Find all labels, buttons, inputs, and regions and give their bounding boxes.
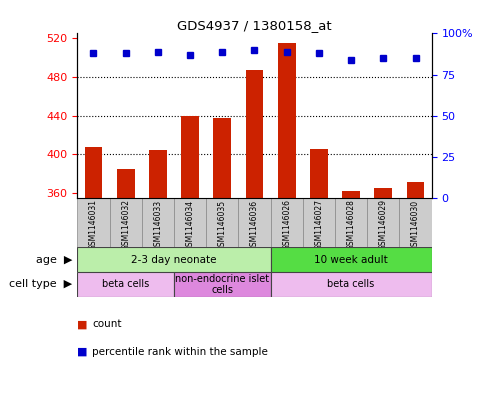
Bar <box>374 188 392 198</box>
Bar <box>310 149 328 198</box>
Text: count: count <box>92 319 122 329</box>
Text: GSM1146029: GSM1146029 <box>379 200 388 250</box>
Bar <box>174 272 270 297</box>
Text: GSM1146028: GSM1146028 <box>347 200 356 250</box>
Bar <box>77 272 174 297</box>
Text: GSM1146034: GSM1146034 <box>186 200 195 251</box>
Text: GSM1146036: GSM1146036 <box>250 200 259 251</box>
Text: GSM1146031: GSM1146031 <box>89 200 98 250</box>
Bar <box>110 198 142 247</box>
Bar <box>77 198 110 247</box>
Text: GSM1146035: GSM1146035 <box>218 200 227 251</box>
Bar <box>214 118 231 198</box>
Bar <box>77 247 270 272</box>
Text: GSM1146032: GSM1146032 <box>121 200 130 250</box>
Bar <box>367 198 399 247</box>
Text: GSM1146030: GSM1146030 <box>411 200 420 251</box>
Bar <box>278 43 295 198</box>
Text: 10 week adult: 10 week adult <box>314 255 388 265</box>
Text: beta cells: beta cells <box>102 279 149 289</box>
Bar <box>85 147 102 198</box>
Bar <box>239 198 270 247</box>
Bar <box>303 198 335 247</box>
Text: ■: ■ <box>77 319 88 329</box>
Text: percentile rank within the sample: percentile rank within the sample <box>92 347 268 357</box>
Text: beta cells: beta cells <box>327 279 375 289</box>
Bar <box>335 198 367 247</box>
Bar <box>270 198 303 247</box>
Text: ■: ■ <box>77 347 88 357</box>
Bar <box>181 116 199 198</box>
Text: 2-3 day neonate: 2-3 day neonate <box>131 255 217 265</box>
Text: non-endocrine islet
cells: non-endocrine islet cells <box>175 274 269 295</box>
Bar <box>399 198 432 247</box>
Bar <box>117 169 135 198</box>
Bar <box>142 198 174 247</box>
Bar <box>206 198 239 247</box>
Bar <box>174 198 206 247</box>
Bar <box>149 150 167 198</box>
Title: GDS4937 / 1380158_at: GDS4937 / 1380158_at <box>177 19 332 32</box>
Bar <box>270 247 432 272</box>
Text: GSM1146026: GSM1146026 <box>282 200 291 250</box>
Text: GSM1146027: GSM1146027 <box>314 200 323 250</box>
Bar <box>407 182 424 198</box>
Text: GSM1146033: GSM1146033 <box>153 200 162 251</box>
Bar <box>246 70 263 198</box>
Bar <box>270 272 432 297</box>
Bar <box>342 191 360 198</box>
Text: age  ▶: age ▶ <box>36 255 72 265</box>
Text: cell type  ▶: cell type ▶ <box>9 279 72 289</box>
